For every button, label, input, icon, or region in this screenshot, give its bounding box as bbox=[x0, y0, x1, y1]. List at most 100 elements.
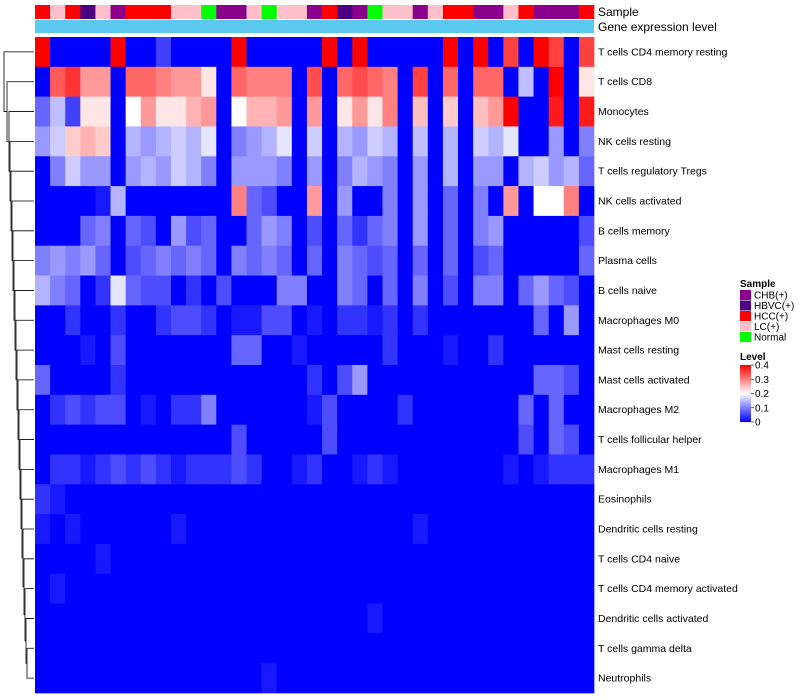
heatmap-cell bbox=[503, 335, 519, 366]
heatmap-cell bbox=[458, 37, 474, 68]
heatmap-cell bbox=[578, 156, 595, 187]
heatmap-cell bbox=[563, 663, 580, 694]
heatmap-cell bbox=[518, 633, 534, 664]
heatmap-cell bbox=[155, 186, 172, 217]
row-label: Macrophages M1 bbox=[598, 464, 679, 476]
heatmap-cell bbox=[548, 484, 565, 515]
heatmap-cell bbox=[337, 633, 353, 664]
heatmap-cell bbox=[473, 424, 489, 455]
heatmap-cell bbox=[548, 275, 565, 306]
heatmap-cell bbox=[442, 126, 459, 157]
heatmap-cell bbox=[382, 245, 398, 276]
heatmap-cell bbox=[578, 454, 595, 485]
heatmap-cell bbox=[427, 663, 444, 694]
heatmap-cell bbox=[261, 96, 278, 127]
heatmap-cell bbox=[412, 424, 429, 455]
heatmap-cell bbox=[186, 543, 202, 575]
heatmap-cell bbox=[337, 245, 353, 276]
heatmap-cell bbox=[246, 603, 262, 634]
heatmap-cell bbox=[473, 305, 489, 336]
sample-legend-label: HBVC(+) bbox=[754, 301, 794, 312]
heatmap-cell bbox=[488, 454, 504, 485]
sample-annotation-label: Sample bbox=[598, 5, 639, 19]
heatmap-cell bbox=[427, 573, 444, 604]
heatmap-cell bbox=[382, 275, 398, 306]
heatmap-cell bbox=[231, 66, 247, 97]
heatmap-cell bbox=[442, 215, 459, 247]
heatmap-cell bbox=[412, 126, 429, 157]
heatmap-cell bbox=[337, 663, 353, 694]
heatmap-cell bbox=[397, 126, 414, 157]
heatmap-cell bbox=[578, 215, 595, 247]
heatmap-cell bbox=[95, 156, 111, 187]
heatmap-cell bbox=[473, 663, 489, 694]
heatmap-cell bbox=[65, 394, 81, 425]
heatmap-cell bbox=[367, 394, 383, 425]
heatmap-cell bbox=[533, 543, 550, 575]
heatmap-cell bbox=[110, 275, 126, 306]
sample-annotation-cell bbox=[488, 5, 504, 19]
heatmap-cell bbox=[80, 663, 96, 694]
heatmap-cell bbox=[186, 66, 202, 97]
heatmap-cell bbox=[186, 365, 202, 396]
row-dendrogram bbox=[3, 51, 34, 679]
heatmap-cell bbox=[563, 126, 580, 157]
heatmap-cell bbox=[261, 37, 278, 68]
heatmap-cell bbox=[337, 126, 353, 157]
sample-annotation-cell bbox=[276, 5, 293, 19]
sample-annotation-cell bbox=[337, 5, 353, 19]
heatmap-cell bbox=[201, 156, 217, 187]
sample-annotation-cell bbox=[170, 5, 187, 19]
heatmap-cell bbox=[276, 424, 293, 455]
heatmap-cell bbox=[458, 186, 474, 217]
heatmap-cell bbox=[382, 305, 398, 336]
sample-annotation-cell bbox=[322, 5, 338, 19]
heatmap-cell bbox=[246, 514, 262, 545]
heatmap-cell bbox=[276, 66, 293, 97]
heatmap-cell bbox=[80, 573, 96, 604]
heatmap-cell bbox=[503, 633, 519, 664]
sample-annotation-cell bbox=[261, 5, 278, 19]
heatmap-cell bbox=[322, 186, 338, 217]
heatmap-cell bbox=[65, 633, 81, 664]
heatmap-cell bbox=[412, 663, 429, 694]
heatmap-cell bbox=[291, 186, 308, 217]
heatmap-cell bbox=[412, 156, 429, 187]
heatmap-cell bbox=[35, 245, 51, 276]
heatmap-cell bbox=[563, 96, 580, 127]
heatmap-cell bbox=[50, 275, 66, 306]
heatmap-cell bbox=[216, 126, 232, 157]
heatmap-cell bbox=[201, 66, 217, 97]
heatmap-cell bbox=[518, 543, 534, 575]
heatmap-cell bbox=[35, 156, 51, 187]
heatmap-cell bbox=[337, 275, 353, 306]
sample-annotation-cell bbox=[231, 5, 247, 19]
heatmap-cell bbox=[95, 633, 111, 664]
heatmap-cell bbox=[503, 484, 519, 515]
heatmap-cell bbox=[337, 37, 353, 68]
heatmap-cell bbox=[322, 156, 338, 187]
row-label: T cells follicular helper bbox=[598, 434, 702, 446]
heatmap-cell bbox=[170, 335, 187, 366]
heatmap-cell bbox=[337, 305, 353, 336]
heatmap-cell bbox=[186, 514, 202, 545]
heatmap-cell bbox=[110, 663, 126, 694]
heatmap-cell bbox=[306, 394, 323, 425]
heatmap-cell bbox=[170, 663, 187, 694]
row-label: T cells CD4 naive bbox=[598, 553, 680, 565]
heatmap-cell bbox=[306, 454, 323, 485]
heatmap-cell bbox=[412, 37, 429, 68]
heatmap-cell bbox=[427, 484, 444, 515]
heatmap-cell bbox=[397, 663, 414, 694]
heatmap-cell bbox=[50, 126, 66, 157]
heatmap-cell bbox=[110, 156, 126, 187]
heatmap-cell bbox=[397, 484, 414, 515]
heatmap-cell bbox=[367, 454, 383, 485]
heatmap-cell bbox=[352, 275, 368, 306]
heatmap-cell bbox=[352, 573, 368, 604]
heatmap-cell bbox=[246, 275, 262, 306]
heatmap-cell bbox=[50, 603, 66, 634]
sample-annotation-cell bbox=[367, 5, 383, 19]
heatmap-cell bbox=[201, 305, 217, 336]
